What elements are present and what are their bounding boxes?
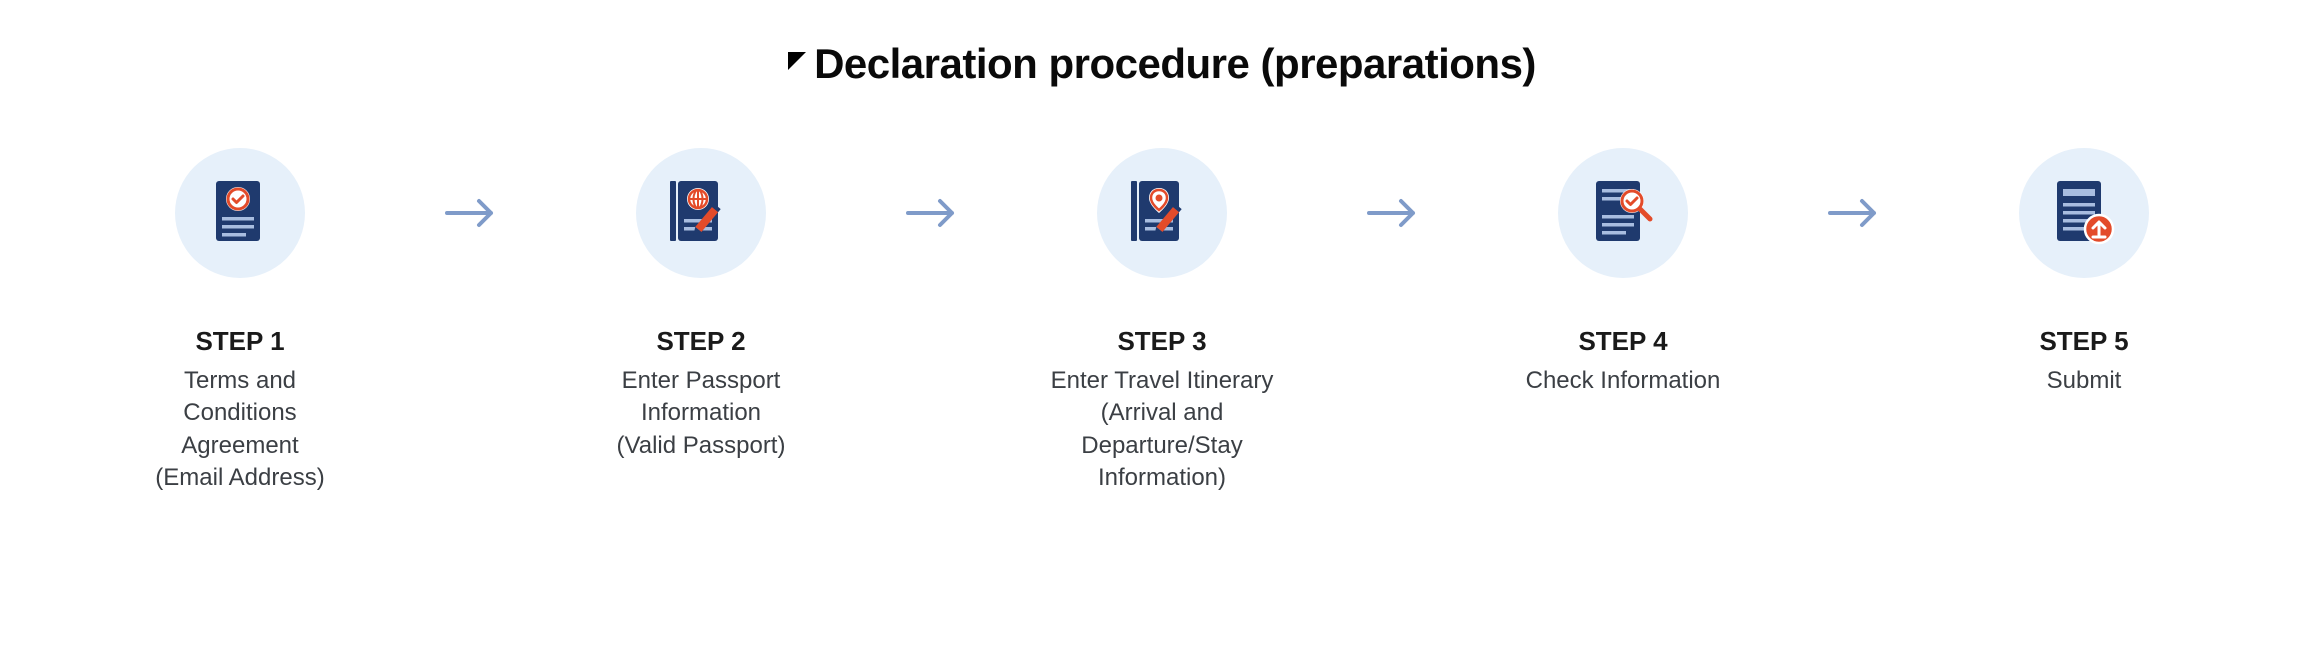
step-5-number: STEP 5 <box>2039 326 2128 357</box>
step-1-icon-circle <box>175 148 305 278</box>
doc-upload-icon <box>2049 177 2119 249</box>
step-5-icon-circle <box>2019 148 2149 278</box>
step-2-description: Enter Passport Information (Valid Passpo… <box>617 365 786 462</box>
doc-pin-pencil-icon <box>1125 177 1199 249</box>
arrow-4 <box>1824 148 1884 278</box>
arrow-right-icon <box>1363 193 1423 233</box>
step-1-description: Terms and Conditions Agreement (Email Ad… <box>155 365 324 495</box>
step-2-number: STEP 2 <box>656 326 745 357</box>
steps-container: STEP 1 Terms and Conditions Agreement (E… <box>60 148 2264 495</box>
step-1: STEP 1 Terms and Conditions Agreement (E… <box>110 148 370 495</box>
step-3-icon-circle <box>1097 148 1227 278</box>
doc-magnifier-icon <box>1588 177 1658 249</box>
arrow-right-icon <box>902 193 962 233</box>
step-4: STEP 4 Check Information <box>1493 148 1753 397</box>
arrow-right-icon <box>1824 193 1884 233</box>
doc-check-icon <box>208 177 272 249</box>
step-3: STEP 3 Enter Travel Itinerary (Arrival a… <box>1032 148 1292 495</box>
step-4-icon-circle <box>1558 148 1688 278</box>
header-marker-icon <box>788 52 806 70</box>
doc-globe-pencil-icon <box>664 177 738 249</box>
step-2: STEP 2 Enter Passport Information (Valid… <box>571 148 831 462</box>
step-5: STEP 5 Submit <box>1954 148 2214 397</box>
step-4-number: STEP 4 <box>1578 326 1667 357</box>
page-header: Declaration procedure (preparations) <box>60 40 2264 88</box>
step-5-description: Submit <box>2047 365 2122 397</box>
arrow-right-icon <box>441 193 501 233</box>
step-4-description: Check Information <box>1526 365 1721 397</box>
page-title: Declaration procedure (preparations) <box>814 40 1536 88</box>
step-3-description: Enter Travel Itinerary (Arrival and Depa… <box>1051 365 1274 495</box>
arrow-3 <box>1363 148 1423 278</box>
step-2-icon-circle <box>636 148 766 278</box>
arrow-1 <box>441 148 501 278</box>
arrow-2 <box>902 148 962 278</box>
step-3-number: STEP 3 <box>1117 326 1206 357</box>
step-1-number: STEP 1 <box>195 326 284 357</box>
